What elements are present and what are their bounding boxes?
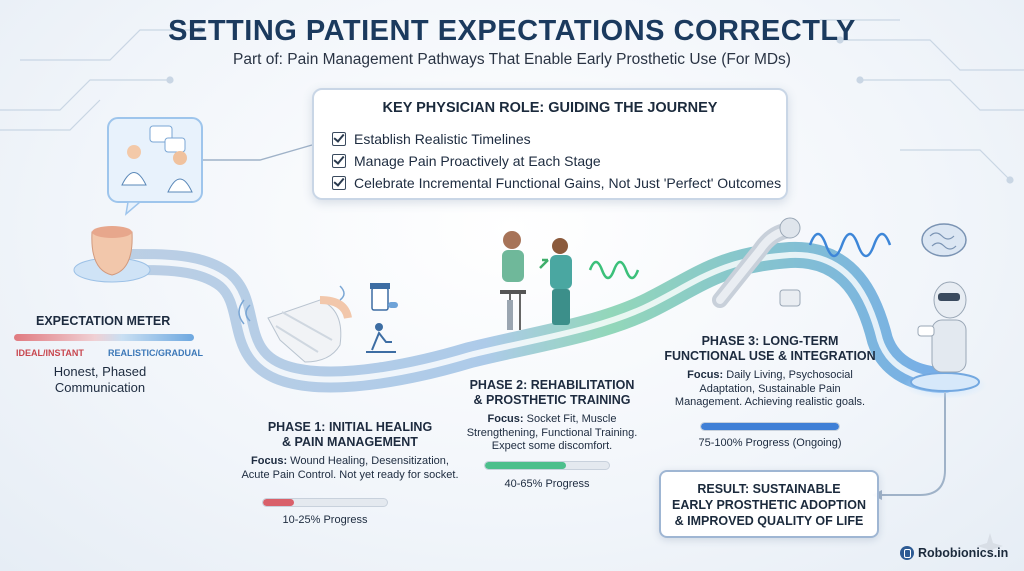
expectation-meter-title: EXPECTATION METER [36,314,171,328]
residual-limb-icon [73,226,151,283]
phase-3-progress-fill [701,423,839,430]
phase-title-line: PHASE 3: LONG-TERM [701,334,839,348]
pulse-wave [588,260,640,280]
focus-text: Wound Healing, Desensitization, [287,455,449,467]
phase-1: PHASE 1: INITIAL HEALING & PAIN MANAGEME… [220,420,480,482]
result-box: RESULT: SUSTAINABLE EARLY PROSTHETIC ADO… [659,470,879,538]
therapy-icon [366,323,396,353]
checkbox-icon [332,176,346,190]
physician-role-list: Establish Realistic Timelines Manage Pai… [332,128,781,194]
medicine-bottle-icon [370,283,398,311]
phase-1-title: PHASE 1: INITIAL HEALING & PAIN MANAGEME… [220,420,480,450]
meter-description: Honest, Phased Communication [53,364,147,395]
phase-3-progress-label: 75-100% Progress (Ongoing) [698,437,842,449]
phase-2-progress-bar [484,461,610,470]
page-title: SETTING PATIENT EXPECTATIONS CORRECTLY [168,15,856,47]
phase-title-line: PHASE 1: INITIAL HEALING [267,420,433,434]
doctors-icon [121,145,193,193]
brain-icon [921,223,967,257]
physician-role-title: KEY PHYSICIAN ROLE: GUIDING THE JOURNEY [382,100,718,116]
page-subtitle: Part of: Pain Management Pathways That E… [233,51,791,68]
role-item: Manage Pain Proactively at Each Stage [332,150,781,172]
focus-label: Focus: [487,413,524,425]
bandaged-limb-icon [238,285,352,363]
phase-1-focus: Focus: Wound Healing, Desensitization, A… [220,455,480,482]
result-line: RESULT: SUSTAINABLE [697,482,841,496]
phase-3: PHASE 3: LONG-TERM FUNCTIONAL USE & INTE… [660,334,880,410]
role-item-label: Manage Pain Proactively at Each Stage [354,153,601,169]
phase-2: PHASE 2: REHABILITATION & PROSTHETIC TRA… [452,378,652,454]
result-line: & IMPROVED QUALITY OF LIFE [674,514,864,528]
phase-title-line: PHASE 2: REHABILITATION [469,378,635,392]
phase-focus-line: Focus: Socket Fit, Muscle [452,413,652,427]
robot-icon [903,281,987,399]
phase-focus-line: Management. Achieving realistic goals. [674,396,866,408]
phase-3-progress-bar [700,422,840,431]
phase-1-progress-fill [263,499,294,506]
phase-title-line: FUNCTIONAL USE & INTEGRATION [664,349,876,363]
meter-left-label: IDEAL/INSTANT [16,348,84,358]
checkbox-icon [332,154,346,168]
therapist-patient-icon [500,231,572,330]
role-item: Celebrate Incremental Functional Gains, … [332,172,781,194]
focus-label: Focus: [251,455,288,467]
phase-2-progress-label: 40-65% Progress [504,478,590,490]
phase-1-progress-bar [262,498,388,507]
role-item-label: Celebrate Incremental Functional Gains, … [354,175,782,191]
circuit-lines [0,19,1024,184]
brand-logo-icon [900,546,914,560]
physician-role-box: KEY PHYSICIAN ROLE: GUIDING THE JOURNEY … [312,88,788,200]
focus-text: Daily Living, Psychosocial [723,369,853,381]
chat-bubbles-icon [107,117,203,216]
phase-1-progress-label: 10-25% Progress [282,514,368,526]
phase-title-line: & PAIN MANAGEMENT [282,435,418,449]
phase-2-focus: Focus: Socket Fit, Muscle Strengthening,… [452,413,652,454]
prosthetic-arm-icon [712,217,801,308]
phase-focus-line: Expect some discomfort. [491,440,613,452]
phase-title-line: & PROSTHETIC TRAINING [473,393,631,407]
focus-label: Focus: [687,369,724,381]
role-item-label: Establish Realistic Timelines [354,131,531,147]
phase-focus-line: Strengthening, Functional Training. [466,426,638,439]
brand-name: Robobionics.in [918,546,1009,560]
brand: Robobionics.in [900,546,1008,560]
expectation-meter-bar [14,334,194,341]
phase-2-progress-fill [485,462,566,469]
sparkle-icon [977,533,1003,559]
phase-3-title: PHASE 3: LONG-TERM FUNCTIONAL USE & INTE… [660,334,880,364]
checkbox-icon [332,132,346,146]
result-text: RESULT: SUSTAINABLE EARLY PROSTHETIC ADO… [661,481,877,529]
phase-3-focus: Focus: Daily Living, Psychosocial Adapta… [660,369,880,410]
phase-focus-line: Focus: Wound Healing, Desensitization, [220,455,480,469]
phase-2-title: PHASE 2: REHABILITATION & PROSTHETIC TRA… [452,378,652,408]
phase-focus-line: Acute Pain Control. Not yet ready for so… [241,468,459,481]
result-line: EARLY PROSTHETIC ADOPTION [671,498,866,512]
phase-focus-line: Adaptation, Sustainable Pain [699,382,841,395]
meter-right-label: REALISTIC/GRADUAL [108,348,203,358]
signal-wave [808,232,892,258]
focus-text: Socket Fit, Muscle [523,413,617,425]
role-item: Establish Realistic Timelines [332,128,781,150]
phase-focus-line: Focus: Daily Living, Psychosocial [660,369,880,383]
